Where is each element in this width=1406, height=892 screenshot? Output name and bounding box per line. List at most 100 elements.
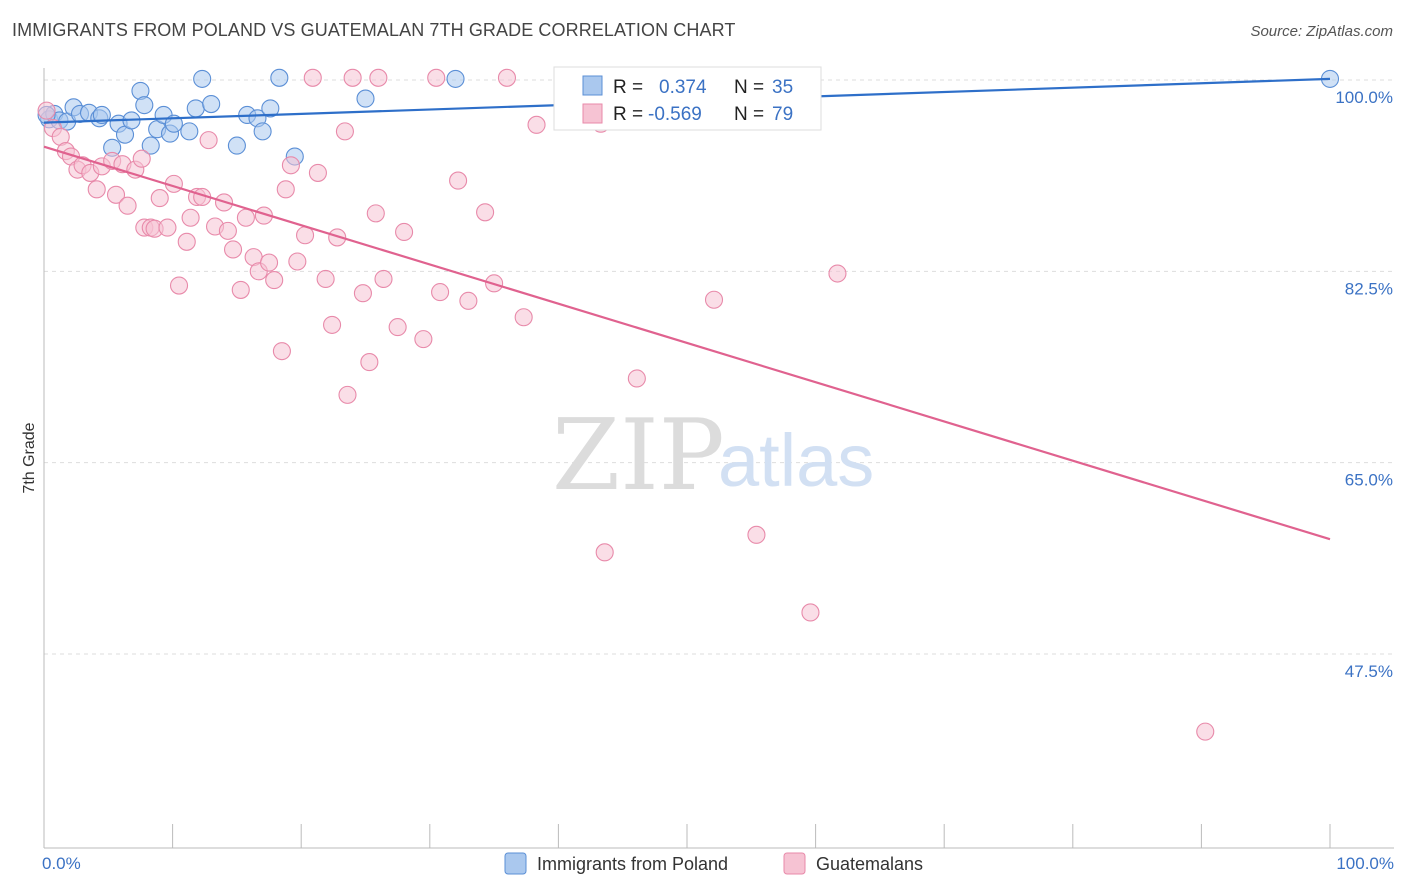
guatemalans-point bbox=[199, 131, 218, 150]
legend-swatch-guatemalans bbox=[783, 852, 806, 875]
guatemalans-point bbox=[272, 342, 291, 361]
guatemalans-point bbox=[288, 252, 307, 271]
poland-point bbox=[202, 95, 221, 114]
poland-point bbox=[227, 136, 246, 155]
poland-point bbox=[253, 122, 272, 141]
guatemalans-point bbox=[449, 171, 468, 190]
poland-point bbox=[92, 105, 111, 125]
guatemalans-point bbox=[132, 149, 151, 168]
guatemalans-point bbox=[1196, 722, 1215, 741]
guatemalans-point bbox=[308, 163, 327, 182]
poland-point bbox=[193, 69, 212, 88]
guatemalans-point bbox=[259, 253, 279, 272]
guatemalans-point bbox=[431, 283, 450, 302]
y-axis-title: 7th Grade bbox=[21, 422, 38, 493]
legend-label-guatemalans: Guatemalans bbox=[816, 854, 923, 874]
stats-legend-n-label-blue: N = bbox=[734, 77, 764, 98]
poland-point bbox=[180, 122, 199, 141]
guatemalans-point bbox=[158, 218, 177, 237]
guatemalans-point bbox=[37, 101, 56, 120]
grid-layer bbox=[44, 79, 1394, 655]
poland-point bbox=[186, 99, 205, 118]
stats-legend-swatch-blue bbox=[582, 75, 603, 96]
guatemalans-point bbox=[169, 276, 189, 295]
axis-layer bbox=[43, 68, 1394, 849]
guatemalans-point bbox=[801, 603, 820, 622]
guatemalans-point bbox=[106, 185, 126, 204]
poland-point bbox=[164, 114, 183, 133]
guatemalans-point bbox=[316, 269, 335, 289]
poland-point bbox=[261, 99, 280, 118]
guatemalans-point bbox=[303, 68, 322, 87]
chart-source: Source: ZipAtlas.com bbox=[1250, 23, 1393, 40]
watermark-zip-text: ZIP bbox=[552, 399, 725, 513]
guatemalans-point bbox=[177, 232, 196, 251]
poland-point bbox=[446, 69, 465, 88]
guatemalans-point bbox=[704, 290, 724, 309]
y-tick-label: 100.0% bbox=[1335, 88, 1393, 107]
bottom-legend: Immigrants from Poland Guatemalans bbox=[504, 852, 923, 875]
guatemalans-point bbox=[323, 315, 342, 334]
guatemalans-point bbox=[595, 543, 614, 562]
stats-legend-swatch-pink bbox=[582, 103, 603, 124]
poland-point bbox=[135, 96, 154, 115]
guatemalans-point bbox=[427, 68, 446, 87]
x-tick-label-max: 100.0% bbox=[1336, 854, 1394, 873]
guatemalans-point bbox=[236, 208, 255, 227]
poland-point bbox=[356, 89, 375, 108]
guatemalans-point bbox=[366, 204, 385, 223]
poland-point bbox=[270, 68, 289, 87]
guatemalans-point bbox=[514, 308, 533, 327]
guatemalans-point bbox=[231, 280, 250, 299]
guatemalans-point bbox=[328, 228, 347, 247]
stats-legend-r-value-blue: 0.374 bbox=[659, 77, 707, 98]
legend-swatch-poland bbox=[504, 852, 527, 875]
guatemalans-point bbox=[360, 353, 379, 372]
legend-label-poland: Immigrants from Poland bbox=[537, 854, 728, 874]
x-tick-label-min: 0.0% bbox=[42, 854, 81, 873]
watermark: ZIP atlas bbox=[552, 399, 874, 513]
guatemalans-trend-line bbox=[43, 145, 1331, 541]
points-layer bbox=[37, 67, 1340, 741]
stats-legend-r-label-pink: R = bbox=[613, 104, 643, 125]
y-tick-labels: 47.5% 65.0% 82.5% 100.0% bbox=[1335, 88, 1393, 681]
guatemalans-point bbox=[150, 189, 169, 208]
y-tick-label: 82.5% bbox=[1345, 279, 1393, 298]
y-tick-label: 47.5% bbox=[1345, 662, 1393, 681]
guatemalans-point bbox=[335, 122, 354, 141]
guatemalans-point bbox=[276, 180, 295, 199]
stats-legend: R = 0.374 N = 35 R = -0.569 N = 79 bbox=[553, 66, 822, 131]
guatemalans-point bbox=[527, 115, 546, 134]
guatemalans-point bbox=[353, 284, 372, 303]
guatemalans-point bbox=[218, 221, 237, 240]
guatemalans-point bbox=[265, 271, 284, 290]
stats-legend-n-label-pink: N = bbox=[734, 104, 764, 125]
guatemalans-point bbox=[497, 68, 517, 87]
guatemalans-point bbox=[181, 208, 200, 227]
guatemalans-point bbox=[828, 264, 847, 283]
guatemalans-point bbox=[476, 203, 495, 222]
y-tick-label: 65.0% bbox=[1345, 471, 1393, 490]
guatemalans-point bbox=[747, 525, 766, 544]
guatemalans-point bbox=[223, 240, 243, 259]
guatemalans-point bbox=[343, 68, 362, 87]
chart-title: IMMIGRANTS FROM POLAND VS GUATEMALAN 7TH… bbox=[12, 20, 736, 40]
stats-legend-n-value-blue: 35 bbox=[772, 77, 793, 98]
poland-point bbox=[141, 136, 160, 155]
stats-legend-r-value-pink: -0.569 bbox=[648, 104, 702, 125]
watermark-atlas-text: atlas bbox=[718, 419, 874, 502]
guatemalans-point bbox=[388, 318, 407, 337]
guatemalans-point bbox=[369, 68, 388, 87]
stats-legend-n-value-pink: 79 bbox=[772, 104, 793, 125]
guatemalans-point bbox=[459, 291, 478, 310]
guatemalans-point bbox=[627, 369, 646, 388]
guatemalans-point bbox=[118, 196, 137, 215]
guatemalans-point bbox=[395, 222, 414, 242]
x-tick-labels: 0.0% 100.0% bbox=[42, 854, 1394, 873]
guatemalans-point bbox=[87, 180, 106, 199]
guatemalans-point bbox=[338, 385, 357, 404]
guatemalans-point bbox=[374, 269, 393, 289]
guatemalans-point bbox=[281, 156, 300, 175]
